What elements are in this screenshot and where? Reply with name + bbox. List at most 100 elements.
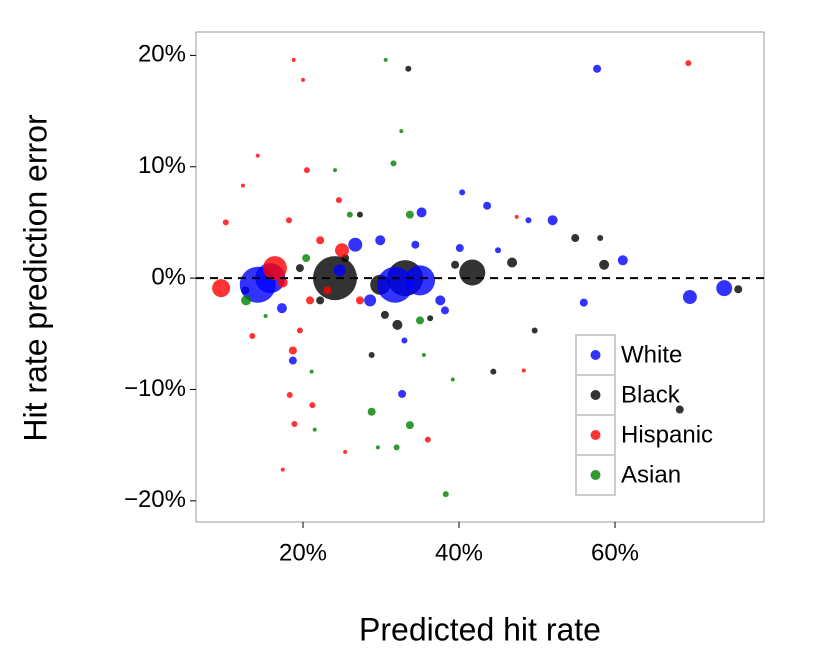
point: [280, 467, 285, 472]
point: [263, 313, 268, 318]
legend-label: Black: [621, 381, 681, 408]
y-tick-label: 10%: [138, 152, 186, 179]
point: [421, 352, 426, 357]
point: [295, 264, 304, 273]
point: [377, 266, 414, 303]
point: [405, 65, 412, 72]
point: [483, 201, 492, 210]
point: [288, 356, 297, 365]
point: [332, 168, 337, 173]
point: [401, 337, 408, 344]
point: [335, 243, 350, 258]
legend-dot: [590, 350, 601, 360]
point: [435, 295, 446, 306]
point: [249, 333, 256, 340]
point: [348, 237, 363, 252]
point: [240, 183, 245, 188]
point: [312, 427, 317, 432]
point: [451, 260, 460, 269]
point: [356, 211, 363, 218]
point: [309, 402, 316, 409]
point: [398, 389, 407, 398]
legend-label: White: [621, 341, 682, 368]
x-tick-label: 40%: [435, 539, 483, 566]
point: [333, 264, 346, 277]
point: [392, 319, 403, 330]
point: [390, 160, 397, 167]
point: [291, 57, 296, 62]
point: [593, 64, 602, 73]
point: [459, 189, 466, 196]
y-tick-label: −10%: [124, 375, 186, 402]
point: [495, 247, 502, 254]
point: [571, 234, 580, 243]
point: [262, 256, 287, 281]
point: [367, 407, 376, 416]
point: [286, 392, 293, 399]
point: [531, 327, 538, 334]
point: [450, 377, 455, 382]
point: [685, 60, 692, 67]
point: [424, 436, 431, 443]
point: [368, 351, 375, 358]
point: [241, 295, 252, 306]
point: [255, 153, 260, 158]
point: [301, 77, 306, 82]
point: [405, 210, 414, 219]
point: [212, 279, 231, 298]
point: [399, 129, 404, 134]
point: [316, 236, 325, 245]
point: [222, 219, 229, 226]
point: [375, 445, 380, 450]
point: [276, 303, 287, 314]
point: [375, 235, 386, 246]
point: [490, 368, 497, 375]
point: [364, 294, 377, 307]
point: [303, 167, 310, 174]
point: [617, 255, 628, 266]
point: [405, 421, 414, 430]
point: [442, 491, 449, 498]
point: [675, 405, 684, 414]
point: [277, 277, 288, 288]
point: [302, 254, 311, 263]
legend-dot: [590, 390, 601, 400]
point: [525, 217, 532, 224]
point: [734, 285, 743, 294]
point: [597, 235, 604, 242]
y-tick-label: 20%: [138, 41, 186, 68]
point: [296, 327, 303, 334]
point: [579, 298, 588, 307]
point: [440, 306, 449, 315]
point: [416, 207, 427, 218]
point: [514, 214, 519, 219]
y-axis-title: Hit rate prediction error: [17, 114, 53, 442]
x-tick-label: 60%: [591, 539, 639, 566]
point: [507, 257, 518, 268]
point: [346, 211, 353, 218]
point: [316, 296, 325, 305]
x-axis-title: Predicted hit rate: [359, 611, 601, 647]
point: [411, 240, 420, 249]
point: [335, 197, 342, 204]
point: [393, 444, 400, 451]
point: [599, 259, 610, 270]
point: [455, 244, 464, 253]
point: [547, 215, 558, 226]
y-tick-label: −20%: [124, 486, 186, 513]
point: [309, 369, 314, 374]
x-tick-label: 20%: [279, 539, 327, 566]
point: [343, 449, 348, 454]
point: [355, 296, 364, 305]
point: [416, 316, 425, 325]
point: [405, 265, 436, 296]
point: [306, 296, 315, 305]
point: [380, 310, 389, 319]
legend-label: Hispanic: [621, 421, 713, 448]
y-tick-label: 0%: [151, 263, 186, 290]
point: [682, 290, 697, 305]
point: [521, 368, 526, 373]
point: [383, 57, 388, 62]
point: [716, 280, 733, 297]
